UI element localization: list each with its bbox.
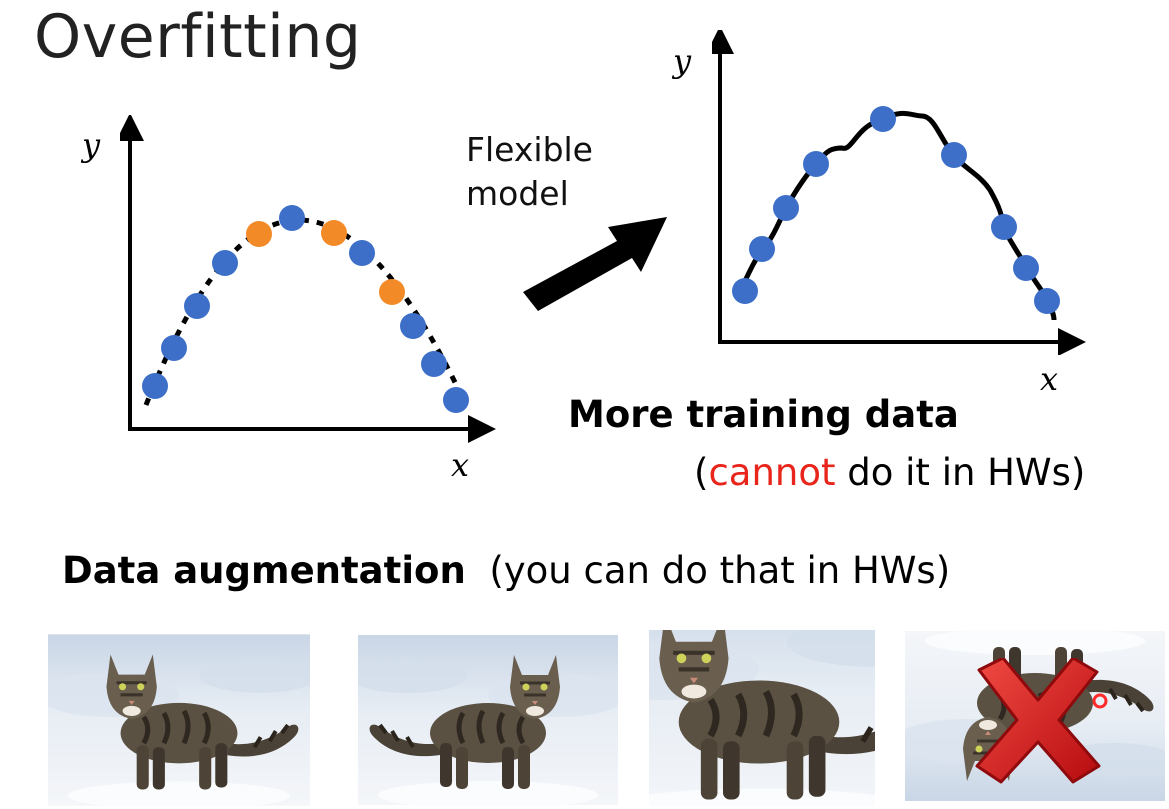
right-plot bbox=[712, 30, 1086, 355]
training-point bbox=[991, 214, 1017, 240]
left-y-label: y bbox=[82, 126, 101, 164]
big-arrow-icon bbox=[523, 217, 667, 311]
cat-image-original bbox=[48, 634, 310, 806]
cat-image-flipped bbox=[358, 634, 618, 806]
unseen-point bbox=[321, 220, 347, 246]
left-unseen-points bbox=[246, 220, 405, 305]
right-training-points bbox=[732, 106, 1060, 314]
augmentation-heading: Data augmentation (you can do that in HW… bbox=[62, 549, 950, 592]
training-point bbox=[443, 387, 469, 413]
hw-note-warning: cannot bbox=[708, 451, 836, 494]
laser-pointer-dot bbox=[1092, 693, 1108, 709]
training-point bbox=[400, 313, 426, 339]
training-point bbox=[803, 151, 829, 177]
training-point bbox=[421, 351, 447, 377]
right-y-label: y bbox=[673, 42, 692, 80]
training-point bbox=[870, 106, 896, 132]
hw-note-open: ( bbox=[694, 451, 709, 494]
augmentation-title: Data augmentation bbox=[62, 549, 466, 592]
right-x-label: x bbox=[1040, 360, 1059, 398]
training-point bbox=[279, 205, 305, 231]
training-point bbox=[349, 240, 375, 266]
cat-image-cropped bbox=[649, 630, 875, 806]
unseen-point bbox=[379, 279, 405, 305]
training-point bbox=[1034, 288, 1060, 314]
hw-note: (cannot do it in HWs) bbox=[694, 451, 1085, 494]
cat-image-upside-down bbox=[905, 630, 1165, 802]
training-point bbox=[161, 335, 187, 361]
training-point bbox=[732, 278, 758, 304]
training-point bbox=[212, 250, 238, 276]
training-point bbox=[1013, 255, 1039, 281]
left-plot bbox=[120, 115, 496, 443]
flexible-model-line-1: Flexible bbox=[466, 130, 593, 169]
more-training-data-heading: More training data bbox=[568, 393, 959, 436]
reject-cross-icon bbox=[975, 658, 1101, 784]
training-point bbox=[773, 195, 799, 221]
left-training-points bbox=[142, 205, 469, 413]
training-point bbox=[941, 142, 967, 168]
augmentation-note: (you can do that in HWs) bbox=[489, 549, 951, 592]
training-point bbox=[749, 236, 775, 262]
training-point bbox=[142, 373, 168, 399]
left-x-label: x bbox=[451, 446, 470, 484]
flexible-model-line-2: model bbox=[466, 174, 569, 213]
slide-title: Overfitting bbox=[34, 2, 362, 72]
unseen-point bbox=[246, 221, 272, 247]
flexible-model-label: Flexible model bbox=[466, 128, 593, 216]
training-point bbox=[184, 293, 210, 319]
hw-note-rest: do it in HWs) bbox=[835, 451, 1086, 494]
